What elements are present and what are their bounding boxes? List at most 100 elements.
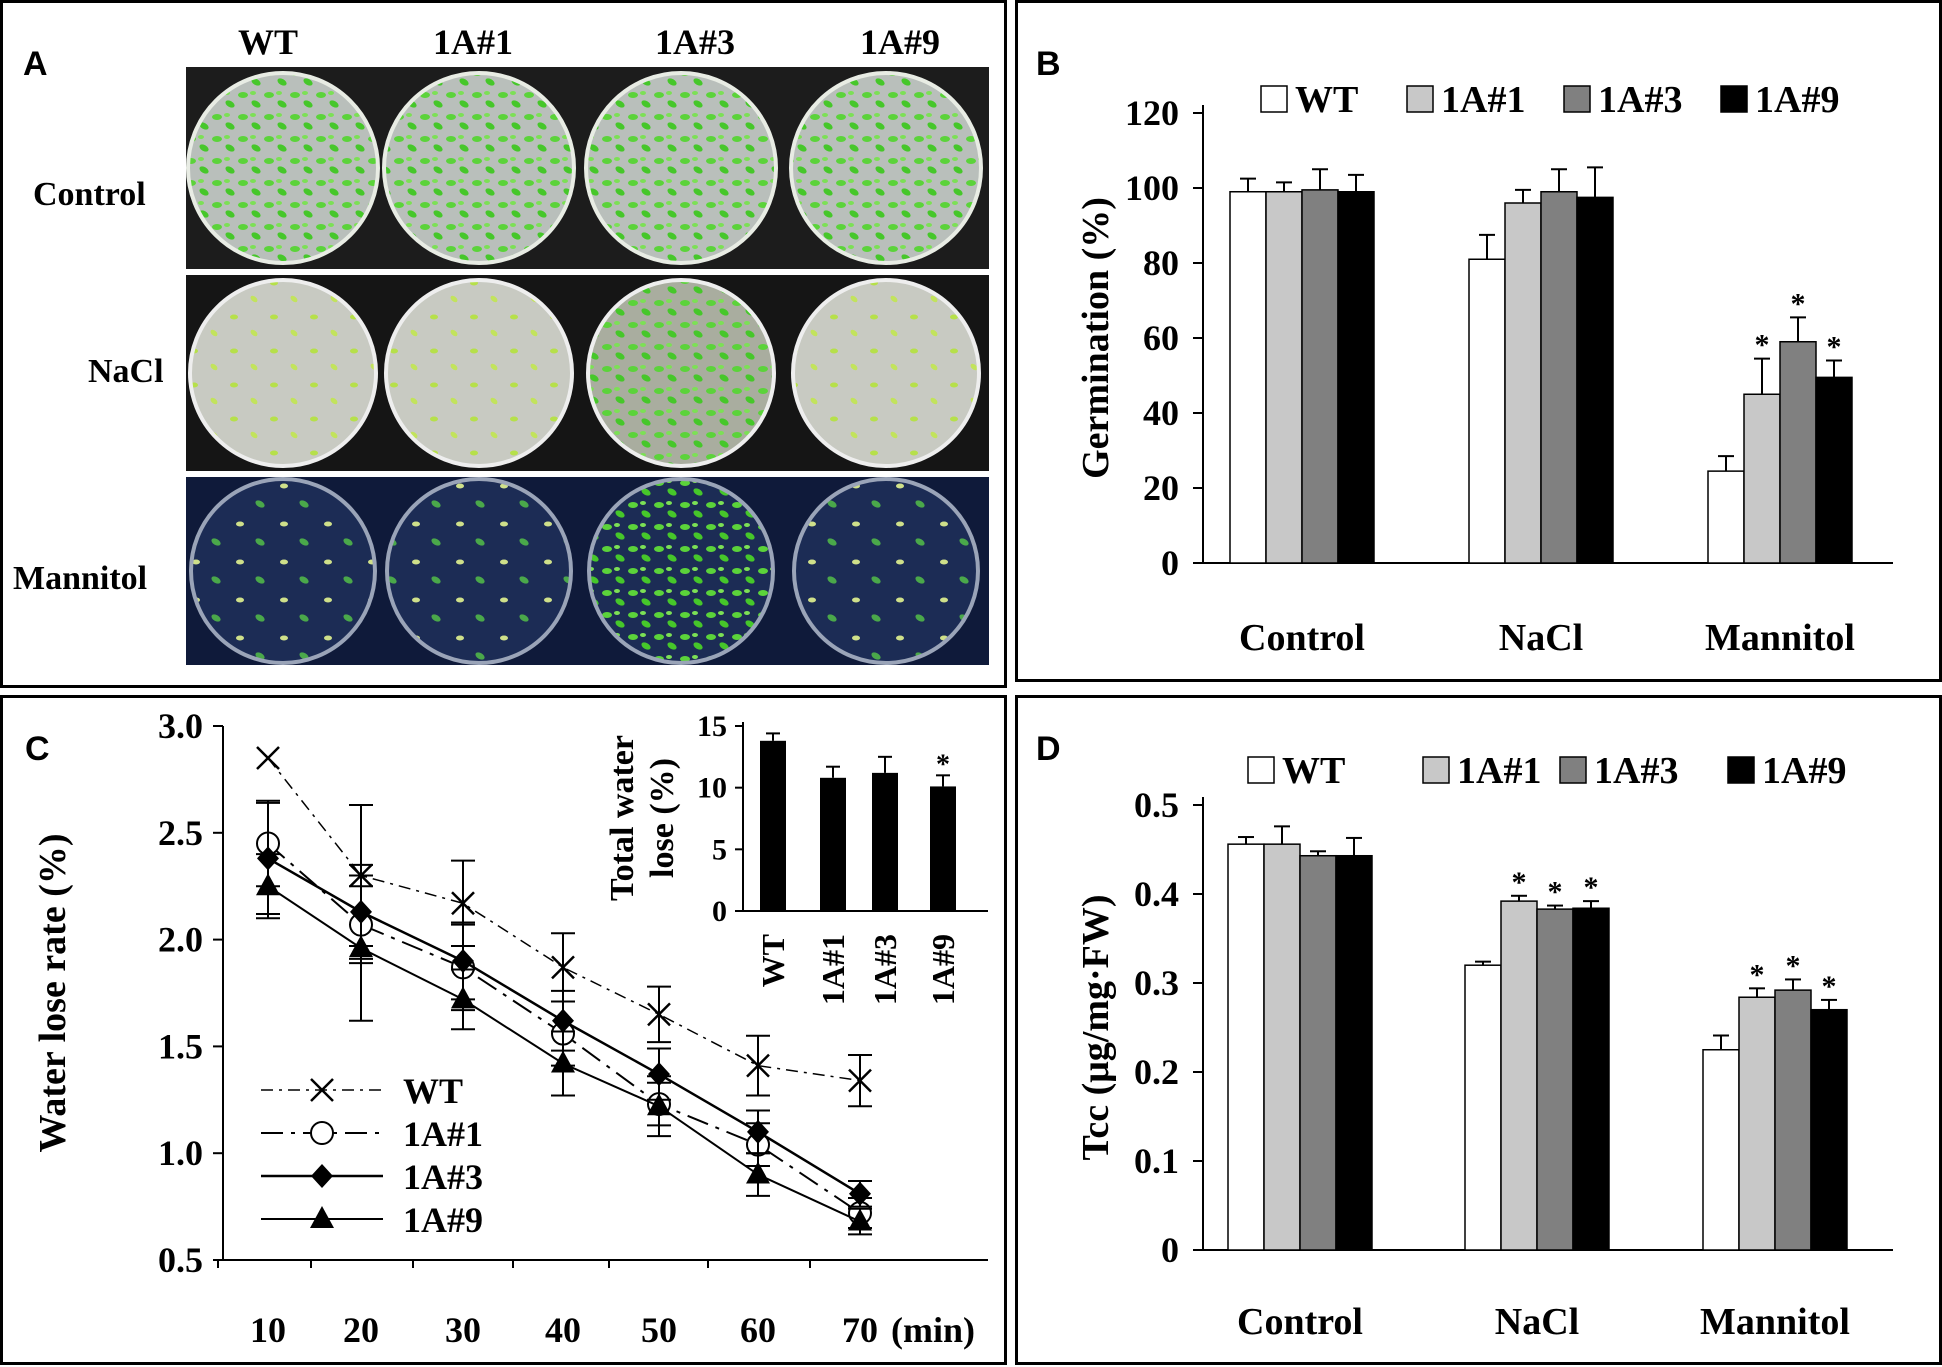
significance-mark: * — [1827, 331, 1842, 364]
data-point-1a-3 — [849, 1181, 871, 1206]
data-point-1a-9 — [551, 1050, 575, 1073]
bar-1a-9-control — [1335, 854, 1373, 1251]
bar-1a-9-nacl — [1576, 196, 1614, 564]
panel-a-label: A — [23, 45, 48, 83]
x-axis-unit: (min) — [891, 1310, 975, 1350]
data-point-1a-9 — [451, 986, 475, 1009]
plate-row-mannitol — [186, 477, 989, 665]
series-1a-9 — [256, 853, 872, 1236]
legend-swatch-1a-1 — [1406, 85, 1434, 113]
legend-label-1a-9: 1A#9 — [1755, 79, 1839, 121]
y-tick-label: 20 — [1143, 468, 1179, 508]
plate-row-nacl — [186, 275, 989, 471]
data-point-wt — [746, 1053, 770, 1078]
data-point-1a-3 — [452, 948, 474, 973]
x-tick-label: 20 — [343, 1310, 379, 1350]
bar-wt-control — [1229, 191, 1267, 564]
bar-1a-3-control — [1299, 854, 1337, 1251]
bar-1a-1-mannitol — [1738, 996, 1776, 1251]
y-tick-label: 60 — [1143, 318, 1179, 358]
x-tick-label: 50 — [641, 1310, 677, 1350]
bar-1a-1-nacl — [1504, 202, 1542, 564]
inset-y-tick-label: 5 — [712, 833, 727, 866]
y-tick-label: 0.5 — [158, 1240, 203, 1280]
legend-swatch-1a-3 — [1559, 756, 1587, 784]
category-label-control: Control — [1237, 1301, 1363, 1343]
data-point-1a-3 — [648, 1062, 670, 1087]
inset-x-tick-label-1a-9: 1A#9 — [925, 934, 961, 1005]
bar-1a-3-mannitol — [1779, 341, 1817, 564]
bar-1a-1-mannitol — [1743, 393, 1781, 564]
y-tick-label: 3.0 — [158, 706, 203, 746]
y-axis-label: Tcc (μg/mg·FW) — [1075, 894, 1117, 1160]
y-tick-label: 0.5 — [1134, 785, 1179, 825]
data-point-wt — [647, 1002, 671, 1027]
inset-x-tick-label-wt: WT — [755, 934, 791, 987]
data-point-wt — [551, 955, 575, 980]
legend-marker-1a-3 — [311, 1164, 333, 1188]
row-label-nacl: NaCl — [88, 353, 164, 390]
panel-a: A WT 1A#1 1A#3 1A#9 Control NaCl Mannito… — [0, 0, 1007, 688]
x-tick-label: 30 — [445, 1310, 481, 1350]
bar-1a-9-control — [1337, 191, 1375, 564]
plate-1a9-nacl — [791, 278, 981, 468]
y-axis-label: Germination (%) — [1075, 197, 1117, 479]
legend-label-1a-1: 1A#1 — [1457, 750, 1541, 792]
data-point-1a-9 — [746, 1161, 770, 1184]
x-tick-label: 70 — [842, 1310, 878, 1350]
significance-mark: * — [1822, 970, 1837, 1003]
plate-1a3-nacl — [586, 278, 776, 468]
plate-1a9-mannitol — [792, 477, 980, 665]
legend-swatch-1a-1 — [1422, 756, 1450, 784]
legend-label-1a-1: 1A#1 — [403, 1114, 483, 1154]
y-tick-label: 0 — [1161, 543, 1179, 583]
significance-mark: * — [1750, 958, 1765, 991]
data-point-1a-3 — [552, 1008, 574, 1033]
legend-label-1a-9: 1A#9 — [403, 1200, 483, 1240]
inset-x-tick-label-1a-1: 1A#1 — [815, 934, 851, 1005]
x-tick-label: 40 — [545, 1310, 581, 1350]
legend-label-1a-3: 1A#3 — [1598, 79, 1682, 121]
legend-label-1a-3: 1A#3 — [1594, 750, 1678, 792]
legend-marker-1a-1 — [310, 1121, 334, 1145]
bar-1a-3-mannitol — [1774, 989, 1812, 1251]
inset-y-tick-label: 0 — [712, 895, 727, 928]
y-tick-label: 2.0 — [158, 920, 203, 960]
legend-label-wt: WT — [1282, 750, 1345, 792]
inset-y-tick-label: 10 — [697, 772, 727, 805]
plate-1a1-nacl — [384, 278, 574, 468]
category-label-mannitol: Mannitol — [1705, 617, 1855, 659]
data-point-wt — [256, 746, 280, 770]
inset-bar-1a-1 — [820, 777, 846, 911]
inset-chart: 0 5 10 15 Total water lose (%) WT 1A#1 1A#3 * 1A#9 — [604, 710, 988, 1005]
significance-mark: * — [1548, 876, 1563, 909]
category-label-control: Control — [1239, 617, 1365, 659]
bar-1a-3-control — [1301, 189, 1339, 564]
panel-c: C 0.5 1.0 1.5 2.0 2.5 3.0 10 20 30 40 50 60 70 (min) W… — [0, 695, 1007, 1365]
significance-mark: * — [1791, 287, 1806, 320]
legend-label-1a-1: 1A#1 — [1441, 79, 1525, 121]
data-point-wt — [451, 891, 475, 916]
y-tick-label: 2.5 — [158, 813, 203, 853]
panel-b: B 0 20 40 60 80 100 120 Germination (%) Control N… — [1015, 0, 1942, 682]
row-label-control: Control — [33, 176, 146, 213]
category-label-nacl: NaCl — [1499, 617, 1583, 659]
y-tick-label: 100 — [1125, 168, 1179, 208]
bar-1a-3-nacl — [1540, 191, 1578, 564]
significance-mark: * — [1755, 329, 1770, 362]
legend-label-1a-3: 1A#3 — [403, 1157, 483, 1197]
germination-chart: 0 20 40 60 80 100 120 Germination (%) Control NaC… — [1075, 79, 1893, 659]
plate-row-control — [186, 67, 989, 269]
plate-1a1-control — [382, 71, 576, 265]
x-tick-label: 10 — [250, 1310, 286, 1350]
y-tick-label: 0.2 — [1134, 1052, 1179, 1092]
bar-1a-9-mannitol — [1815, 376, 1853, 564]
inset-x-tick-label-1a-3: 1A#3 — [867, 934, 903, 1005]
inset-bar-wt — [760, 740, 786, 911]
bar-wt-mannitol — [1702, 1049, 1740, 1251]
y-tick-label: 120 — [1125, 93, 1179, 133]
bar-1a-1-control — [1265, 191, 1303, 564]
legend-marker-wt — [310, 1078, 334, 1102]
water-loss-chart: 0.51.01.52.02.53.010 20 30 40 50 60 70 (min)Wat… — [32, 706, 988, 1350]
inset-y-label-line2: lose (%) — [644, 758, 681, 878]
